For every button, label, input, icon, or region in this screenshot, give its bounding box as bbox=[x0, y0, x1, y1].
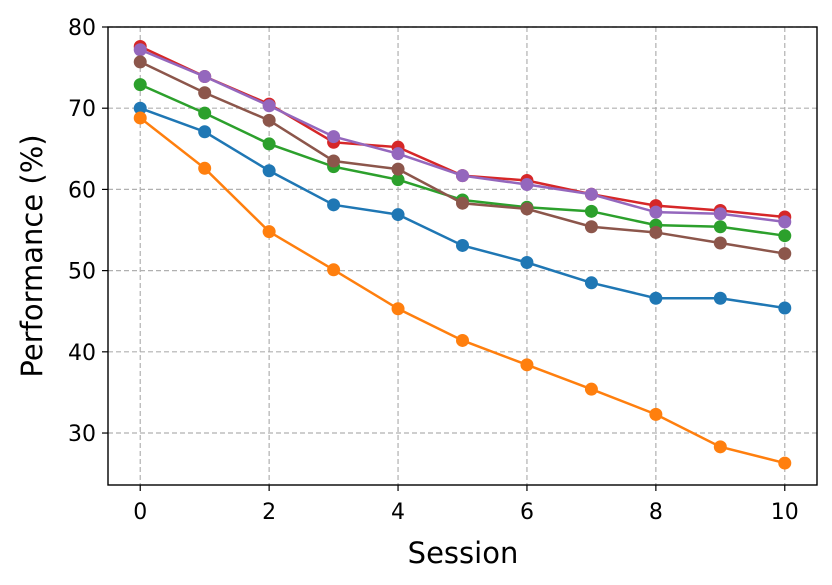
point bbox=[262, 225, 276, 239]
x-tick-label: 4 bbox=[391, 500, 405, 525]
point bbox=[456, 169, 469, 183]
plot-frame bbox=[107, 26, 818, 486]
y-tick-label: 70 bbox=[68, 97, 96, 122]
point bbox=[133, 111, 147, 125]
point bbox=[778, 215, 792, 229]
point bbox=[133, 43, 147, 57]
point bbox=[584, 276, 598, 290]
point bbox=[778, 247, 792, 261]
point bbox=[327, 154, 341, 168]
x-axis-label: Session bbox=[408, 536, 519, 570]
point bbox=[778, 301, 792, 315]
point bbox=[778, 229, 792, 243]
point bbox=[584, 187, 598, 201]
point bbox=[713, 440, 727, 454]
point bbox=[262, 137, 276, 151]
point bbox=[649, 205, 663, 219]
x-tick-label: 8 bbox=[649, 500, 663, 525]
point bbox=[198, 86, 212, 100]
point bbox=[198, 125, 212, 139]
point bbox=[713, 236, 727, 250]
point bbox=[391, 162, 405, 176]
x-tick-label: 10 bbox=[771, 500, 799, 525]
point bbox=[262, 99, 276, 113]
point bbox=[520, 358, 534, 372]
x-tick-label: 6 bbox=[520, 500, 534, 525]
y-axis-label: Performance (%) bbox=[15, 134, 49, 377]
point bbox=[456, 238, 469, 252]
y-tick-label: 80 bbox=[68, 16, 96, 41]
point bbox=[584, 382, 598, 396]
point bbox=[649, 225, 663, 239]
point bbox=[520, 255, 534, 269]
y-tick-label: 60 bbox=[68, 178, 96, 203]
point bbox=[133, 101, 147, 115]
point bbox=[456, 196, 469, 210]
point bbox=[198, 106, 212, 120]
y-tick-label: 40 bbox=[68, 341, 96, 366]
point bbox=[584, 204, 598, 218]
point bbox=[778, 456, 792, 470]
point bbox=[133, 78, 147, 92]
point bbox=[584, 220, 598, 234]
x-tick-label: 2 bbox=[262, 500, 276, 525]
point bbox=[649, 291, 663, 305]
point bbox=[713, 220, 727, 234]
series-line bbox=[139, 45, 785, 219]
point bbox=[391, 173, 405, 187]
point bbox=[713, 291, 727, 305]
point bbox=[649, 407, 663, 421]
point bbox=[262, 164, 276, 178]
point bbox=[327, 198, 341, 212]
point bbox=[456, 333, 469, 347]
point bbox=[198, 161, 212, 175]
point bbox=[133, 55, 147, 69]
x-tick-label: 0 bbox=[133, 500, 147, 525]
point bbox=[391, 302, 405, 316]
point bbox=[520, 178, 534, 192]
point bbox=[391, 147, 405, 161]
y-tick-label: 30 bbox=[68, 422, 96, 447]
point bbox=[327, 263, 341, 277]
point bbox=[520, 202, 534, 216]
y-tick-label: 50 bbox=[68, 260, 96, 285]
point bbox=[198, 70, 212, 84]
point bbox=[327, 130, 341, 144]
point bbox=[262, 113, 276, 127]
point bbox=[391, 208, 405, 222]
point bbox=[713, 207, 727, 221]
